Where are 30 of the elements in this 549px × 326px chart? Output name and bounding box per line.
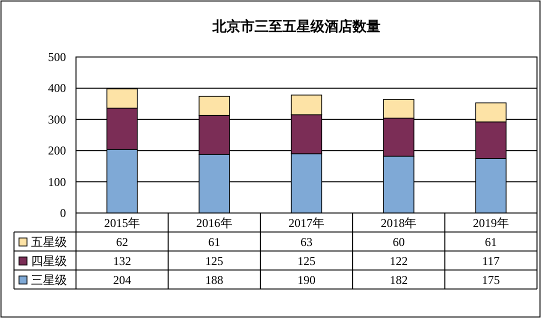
x-tick-label: 2015年 bbox=[104, 216, 140, 230]
x-tick-label: 2019年 bbox=[472, 216, 509, 230]
x-tick-label: 2017年 bbox=[288, 216, 324, 230]
data-label: 190 bbox=[298, 273, 316, 287]
data-label: 125 bbox=[205, 254, 224, 268]
data-label: 125 bbox=[298, 254, 316, 268]
data-label: 182 bbox=[390, 273, 408, 287]
y-tick-label: 500 bbox=[48, 50, 66, 64]
y-tick-label: 300 bbox=[48, 112, 66, 126]
data-label: 62 bbox=[116, 235, 128, 249]
data-label: 61 bbox=[208, 235, 220, 249]
data-label: 117 bbox=[482, 254, 500, 268]
chart-title: 北京市三至五星级酒店数量 bbox=[212, 18, 380, 35]
data-label: 60 bbox=[392, 235, 405, 249]
data-label: 63 bbox=[300, 235, 312, 249]
y-tick-label: 200 bbox=[48, 144, 66, 158]
x-tick-label: 2016年 bbox=[196, 216, 232, 230]
y-tick-label: 100 bbox=[48, 174, 66, 189]
data-label: 61 bbox=[484, 235, 497, 249]
data-label: 132 bbox=[113, 254, 132, 268]
legend-label: 五星级 bbox=[31, 235, 67, 249]
y-tick-label: 400 bbox=[48, 81, 66, 96]
data-label: 188 bbox=[205, 273, 224, 287]
x-tick-label: 2018年 bbox=[380, 216, 417, 230]
data-label: 175 bbox=[482, 273, 500, 287]
y-tick-label: 0 bbox=[60, 206, 66, 220]
data-label: 204 bbox=[113, 273, 132, 287]
data-label: 122 bbox=[390, 254, 408, 268]
legend-label: 三星级 bbox=[31, 273, 67, 287]
legend-label: 四星级 bbox=[31, 254, 67, 268]
